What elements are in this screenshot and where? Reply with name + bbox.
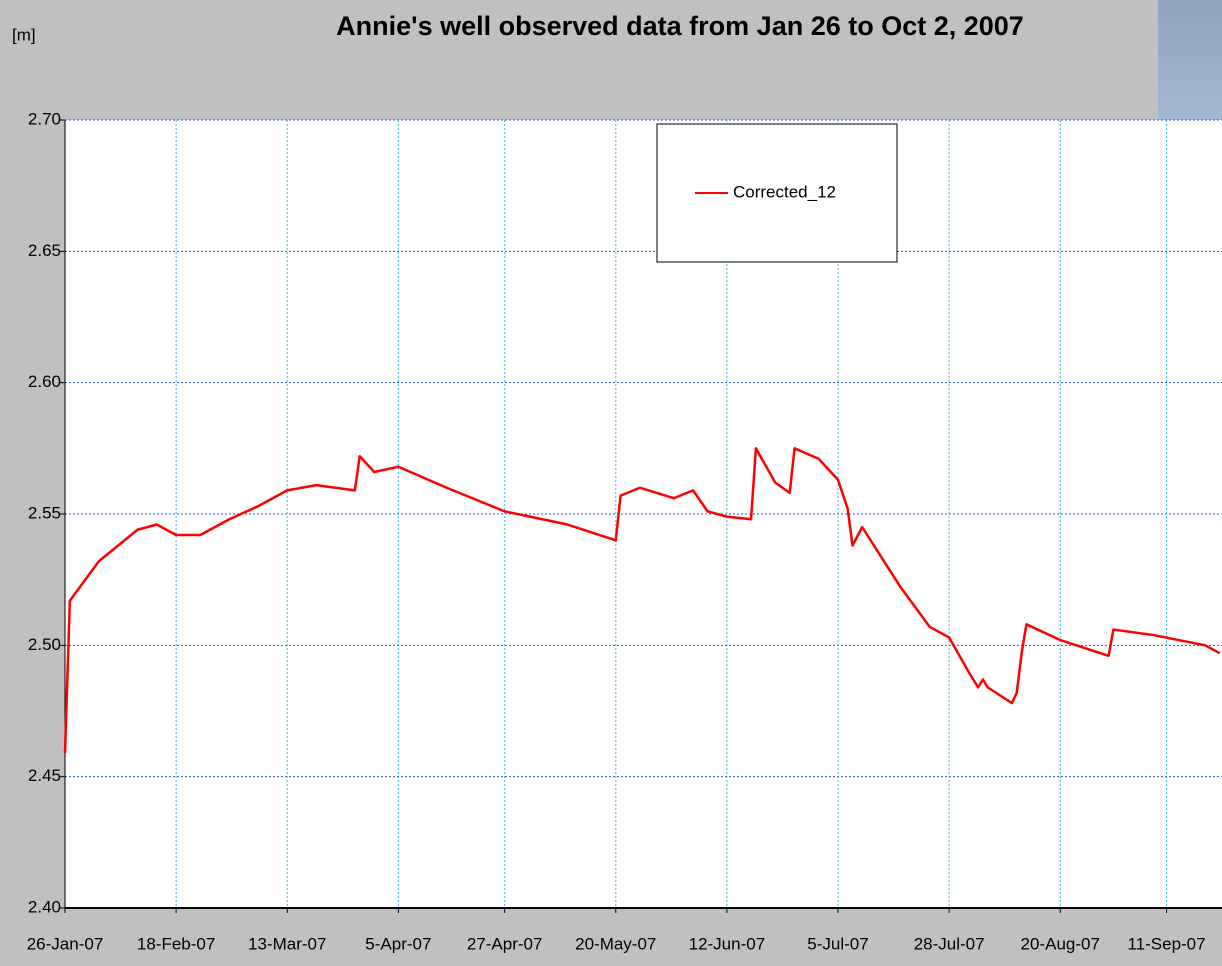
chart-title: Annie's well observed data from Jan 26 t… (336, 11, 1024, 41)
x-tick-label: 26-Jan-07 (27, 934, 104, 953)
x-tick-label: 5-Jul-07 (807, 934, 868, 953)
x-tick-label: 27-Apr-07 (467, 934, 543, 953)
data-line (63, 447, 1221, 754)
y-axis-label: [m] (12, 25, 36, 44)
y-tick-label: 2.50 (28, 635, 61, 654)
y-tick-label: 2.60 (28, 372, 61, 391)
y-tick-label: 2.40 (28, 897, 61, 916)
x-tick-label: 12-Jun-07 (689, 934, 766, 953)
y-tick-label: 2.45 (28, 766, 61, 785)
grid (60, 119, 1222, 913)
x-tick-label: 5-Apr-07 (365, 934, 431, 953)
x-tick-label: 28-Jul-07 (914, 934, 985, 953)
y-tick-label: 2.70 (28, 109, 61, 128)
marks (63, 447, 1221, 754)
x-tick-label: 11-Sep-07 (1127, 934, 1205, 953)
x-tick-label: 20-May-07 (575, 934, 656, 953)
legend-label: Corrected_12 (733, 182, 836, 201)
y-tick-label: 2.65 (28, 241, 61, 260)
x-tick-label: 13-Mar-07 (248, 934, 326, 953)
y-tick-label: 2.55 (28, 503, 61, 522)
x-tick-label: 20-Aug-07 (1021, 934, 1100, 953)
x-tick-label: 18-Feb-07 (137, 934, 215, 953)
